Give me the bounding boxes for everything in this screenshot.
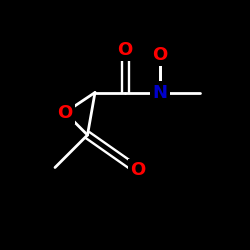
Text: O: O xyxy=(152,46,168,64)
Text: O: O xyxy=(130,161,145,179)
Text: O: O xyxy=(58,104,72,122)
Text: N: N xyxy=(152,84,168,102)
Text: O: O xyxy=(118,41,132,59)
